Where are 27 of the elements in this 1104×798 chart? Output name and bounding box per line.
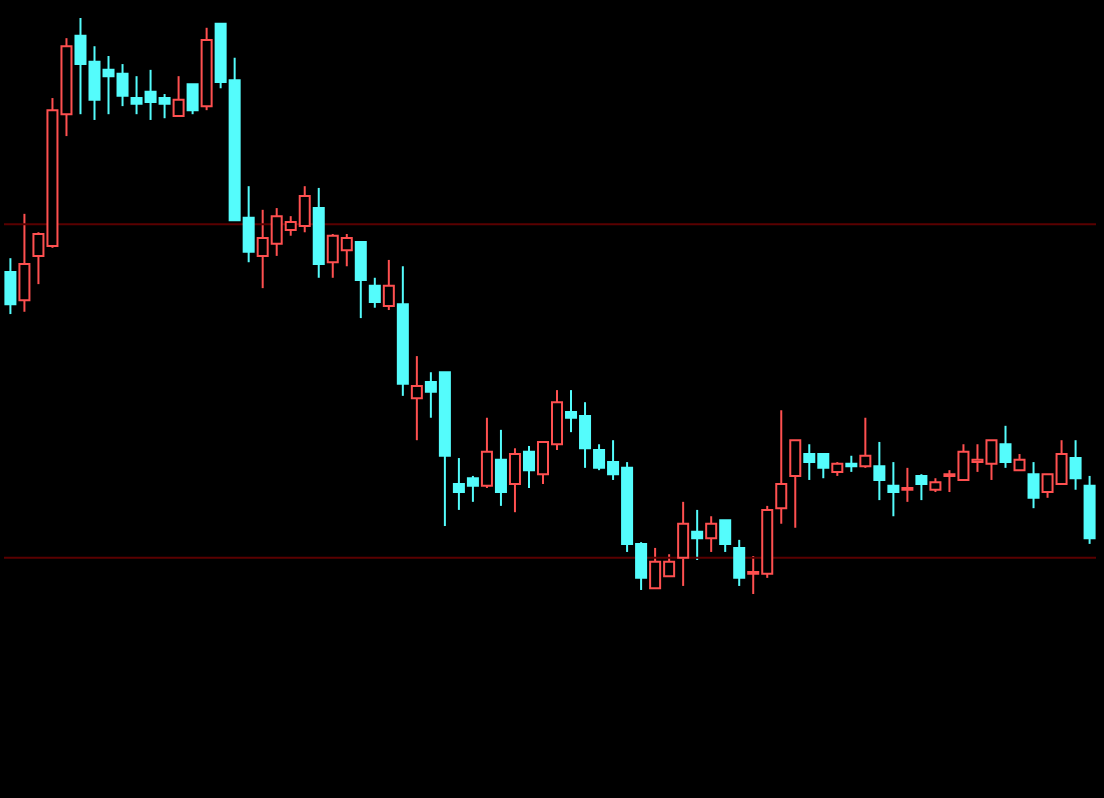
- candlestick: [719, 519, 732, 553]
- candlestick: [705, 515, 718, 553]
- candlestick: [733, 538, 746, 587]
- candlestick: [508, 447, 521, 514]
- candlestick: [1027, 461, 1040, 510]
- candlestick: [494, 428, 507, 507]
- candlestick: [887, 461, 900, 518]
- candlestick: [873, 440, 886, 502]
- candlestick: [522, 444, 535, 490]
- candlestick: [354, 241, 367, 320]
- candlestick: [480, 416, 493, 490]
- candlestick: [859, 416, 872, 469]
- candlestick: [691, 508, 704, 562]
- candlestick: [775, 409, 788, 525]
- candlestick: [1069, 439, 1082, 491]
- candlestick: [677, 500, 690, 587]
- candlestick: [4, 257, 17, 316]
- candlestick: [999, 424, 1012, 469]
- candlestick: [382, 258, 395, 312]
- candlestick: [410, 355, 423, 442]
- candlestick: [901, 466, 914, 503]
- candlestick: [18, 212, 31, 313]
- candlestick: [172, 75, 185, 117]
- candlestick: [186, 83, 199, 116]
- candlestick: [915, 473, 928, 502]
- candlestick: [789, 439, 802, 529]
- candlestick: [368, 276, 381, 309]
